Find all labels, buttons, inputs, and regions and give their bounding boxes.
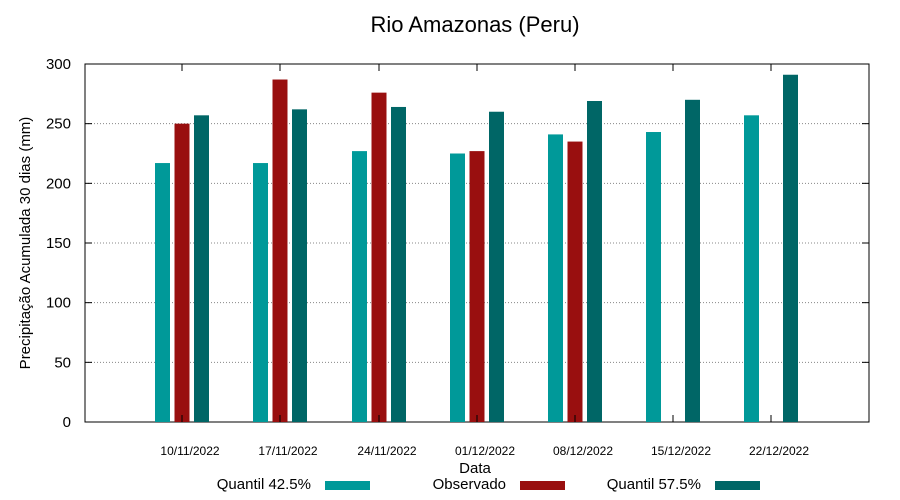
bar-quantil-42-5--3 (450, 153, 465, 422)
bar-observado-4 (567, 141, 583, 423)
bar-quantil-57-5--2 (391, 106, 406, 423)
bar-observado-3 (469, 151, 485, 422)
bar-quantil-42-5--6 (744, 115, 759, 423)
bar-quantil-57-5--1 (292, 109, 307, 422)
y-tick-label: 250 (46, 116, 71, 133)
bar-quantil-57-5--6 (783, 74, 798, 423)
x-tick-label: 08/12/2022 (553, 444, 613, 458)
bar-quantil-42-5--1 (253, 163, 268, 422)
bars (155, 74, 798, 423)
bar-quantil-42-5--0 (155, 163, 170, 422)
legend-label: Observado (433, 476, 506, 493)
x-tick-label: 24/11/2022 (357, 444, 416, 458)
legend-label: Quantil 57.5% (607, 476, 701, 493)
y-tick-label: 0 (63, 414, 71, 431)
legend-label: Quantil 42.5% (217, 476, 311, 493)
legend: Quantil 42.5% Observado Quantil 57.5% (217, 476, 760, 493)
legend-swatch (715, 481, 760, 490)
bar-observado-1 (272, 79, 288, 422)
x-tick-label: 17/11/2022 (258, 444, 317, 458)
bar-quantil-42-5--2 (352, 151, 367, 422)
y-axis: 0 50 100 150 200 250 300 (46, 56, 869, 431)
bar-quantil-57-5--4 (587, 100, 602, 422)
y-tick-label: 300 (46, 56, 71, 73)
bar-quantil-57-5--3 (489, 111, 504, 422)
y-tick-label: 100 (46, 295, 71, 312)
bar-observado-0 (174, 123, 190, 423)
x-tick-label: 10/11/2022 (160, 444, 219, 458)
bar-quantil-42-5--4 (548, 134, 563, 422)
legend-swatch (520, 481, 565, 490)
bar-quantil-57-5--5 (685, 99, 700, 423)
x-tick-label: 01/12/2022 (455, 444, 515, 458)
legend-swatch (325, 481, 370, 490)
x-tick-label: 15/12/2022 (651, 444, 711, 458)
bar-quantil-42-5--5 (646, 132, 661, 422)
x-tick-label: 22/12/2022 (749, 444, 809, 458)
y-tick-label: 50 (54, 354, 71, 371)
x-axis: 10/11/2022 17/11/2022 24/11/2022 01/12/2022… (160, 64, 809, 458)
bar-observado-2 (371, 92, 387, 422)
y-axis-label: Precipitação Acumulada 30 dias (mm) (17, 117, 34, 370)
x-axis-label: Data (459, 460, 491, 477)
chart-title: Rio Amazonas (Peru) (370, 12, 579, 37)
y-tick-label: 150 (46, 235, 71, 252)
bar-quantil-57-5--0 (194, 115, 209, 423)
y-tick-label: 200 (46, 175, 71, 192)
